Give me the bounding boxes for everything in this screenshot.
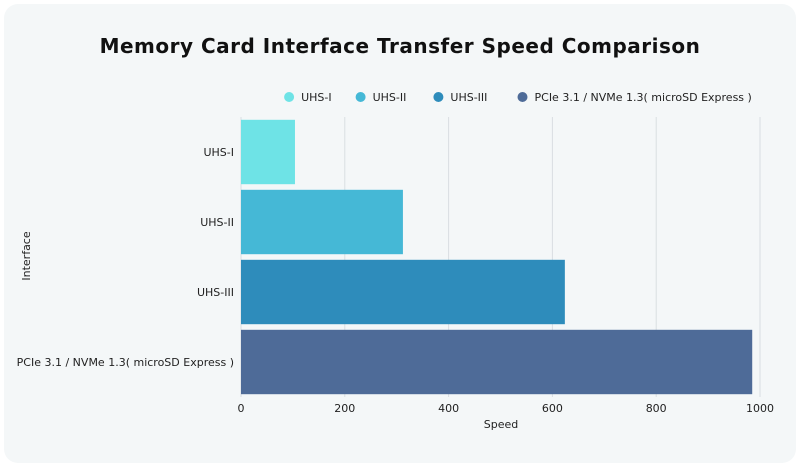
x-axis-label: Speed [484,418,518,431]
category-label: PCIe 3.1 / NVMe 1.3( microSD Express ) [17,356,234,369]
bars [241,119,753,395]
category-label: UHS-II [200,216,234,229]
category-label: UHS-III [197,286,234,299]
legend-label: UHS-I [301,91,332,104]
legend-label: UHS-III [450,91,487,104]
legend-swatch [517,92,528,102]
x-tick-label: 200 [334,402,355,415]
chart-title: Memory Card Interface Transfer Speed Com… [99,34,701,58]
x-tick-label: 1000 [746,402,774,415]
bar [241,189,403,255]
bar [241,329,753,395]
y-axis-label: Interface [20,231,33,280]
legend-label: PCIe 3.1 / NVMe 1.3( microSD Express ) [535,91,752,104]
x-tick-label: 0 [238,402,245,415]
bar [241,259,565,325]
category-labels: UHS-I UHS-II UHS-III PCIe 3.1 / NVMe 1.3( m… [17,146,234,369]
x-tick-labels: 0 200 400 600 800 1000 [238,402,775,415]
x-tick-label: 400 [438,402,459,415]
legend: UHS-I UHS-II UHS-III PCIe 3.1 / NVMe 1.3( m… [284,91,752,104]
legend-swatch [433,92,444,102]
category-label: UHS-I [203,146,234,159]
legend-swatch [355,92,366,102]
legend-label: UHS-II [373,91,407,104]
bar [241,119,295,185]
legend-swatch [284,92,295,102]
x-tick-label: 800 [646,402,667,415]
x-tick-label: 600 [542,402,563,415]
